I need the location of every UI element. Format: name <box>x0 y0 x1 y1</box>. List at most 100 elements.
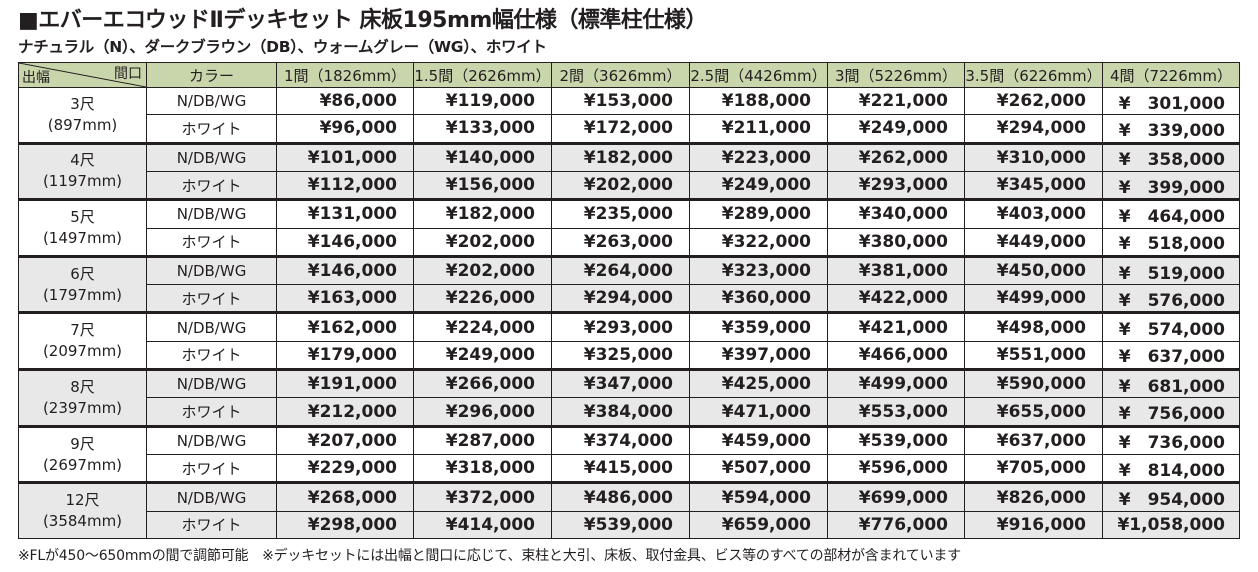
price-cell: ¥323,000 <box>689 254 828 286</box>
price-cell: ¥499,000 <box>827 368 965 399</box>
depth-cell: 7尺 (2097mm) <box>18 311 147 371</box>
price-cell: ¥101,000 <box>276 141 414 172</box>
price-cell: ¥ 954,000 <box>1102 481 1240 512</box>
corner-header-cell: 間口 出幅 <box>18 62 147 88</box>
price-cell: ¥262,000 <box>827 141 965 172</box>
table-row: 6尺 (1797mm) N/DB/WG ¥146,000 ¥202,000 ¥264,00… <box>18 254 1240 314</box>
depth-cell: 5尺 (1497mm) <box>18 198 147 257</box>
price-cell: ¥ 637,000 <box>1102 340 1240 371</box>
price-cell: ¥211,000 <box>689 114 828 144</box>
price-cell: ¥499,000 <box>964 284 1103 314</box>
table-row: ホワイト ¥179,000 ¥249,000 ¥325,000 ¥397,000 ¥466… <box>19 340 1240 371</box>
color-cell: N/DB/WG <box>146 86 277 116</box>
table-row: ホワイト ¥112,000 ¥156,000 ¥202,000 ¥249,000 ¥293… <box>19 170 1240 201</box>
color-cell: N/DB/WG <box>146 198 277 229</box>
header-row: 間口 出幅 カラー 1間（1826mm） 1.5間（2626mm） 2間（362… <box>18 62 1240 88</box>
price-cell: ¥263,000 <box>551 227 690 257</box>
price-cell: ¥ 464,000 <box>1102 198 1240 229</box>
price-cell: ¥293,000 <box>551 311 690 342</box>
depth-mm: (2397mm) <box>42 398 123 417</box>
price-cell: ¥ 339,000 <box>1102 114 1240 144</box>
price-cell: ¥345,000 <box>964 170 1103 201</box>
depth-shaku: 9尺 <box>70 434 95 453</box>
price-cell: ¥140,000 <box>413 141 552 172</box>
table-row: ホワイト ¥298,000 ¥414,000 ¥539,000 ¥659,000 ¥776… <box>19 510 1240 540</box>
price-cell: ¥449,000 <box>964 227 1103 257</box>
table-row: ホワイト ¥146,000 ¥202,000 ¥263,000 ¥322,000 ¥380… <box>19 227 1240 257</box>
price-cell: ¥384,000 <box>551 397 690 427</box>
price-cell: ¥ 358,000 <box>1102 141 1240 172</box>
price-cell: ¥293,000 <box>827 170 965 201</box>
price-cell: ¥266,000 <box>413 368 552 399</box>
color-cell: N/DB/WG <box>146 481 277 512</box>
price-cell: ¥414,000 <box>413 510 552 540</box>
price-cell: ¥596,000 <box>827 454 965 484</box>
price-cell: ¥486,000 <box>551 481 690 512</box>
column-header: 4間（7226mm） <box>1102 62 1240 88</box>
table-row: ホワイト ¥96,000 ¥133,000 ¥172,000 ¥211,000 ¥249,… <box>19 114 1240 144</box>
depth-cell: 8尺 (2397mm) <box>18 368 147 427</box>
price-cell: ¥ 399,000 <box>1102 170 1240 201</box>
color-cell: ホワイト <box>146 454 277 484</box>
depth-label: 出幅 <box>22 70 50 86</box>
price-cell: ¥ 518,000 <box>1102 227 1240 257</box>
price-cell: ¥202,000 <box>551 170 690 201</box>
price-cell: ¥ 301,000 <box>1102 86 1240 116</box>
price-cell: ¥415,000 <box>551 454 690 484</box>
price-cell: ¥264,000 <box>551 254 690 286</box>
price-cell: ¥ 681,000 <box>1102 368 1240 399</box>
price-cell: ¥1,058,000 <box>1102 510 1240 540</box>
table-row: 5尺 (1497mm) N/DB/WG ¥131,000 ¥182,000 ¥235,00… <box>18 198 1240 257</box>
color-cell: ホワイト <box>146 510 277 540</box>
depth-shaku: 7尺 <box>70 321 95 340</box>
depth-mm: (2697mm) <box>42 455 123 474</box>
price-cell: ¥162,000 <box>276 311 414 342</box>
price-cell: ¥229,000 <box>276 454 414 484</box>
price-cell: ¥146,000 <box>276 254 414 286</box>
price-cell: ¥287,000 <box>413 424 552 456</box>
price-cell: ¥172,000 <box>551 114 690 144</box>
table-row: 3尺 (897mm) N/DB/WG ¥86,000 ¥119,000 ¥153,000 ¥… <box>18 86 1240 144</box>
price-cell: ¥659,000 <box>689 510 828 540</box>
depth-mm: (1497mm) <box>42 229 123 248</box>
price-cell: ¥133,000 <box>413 114 552 144</box>
price-cell: ¥86,000 <box>276 86 414 116</box>
depth-cell: 4尺 (1197mm) <box>18 141 147 201</box>
price-cell: ¥655,000 <box>964 397 1103 427</box>
price-cell: ¥221,000 <box>827 86 965 116</box>
price-cell: ¥289,000 <box>689 198 828 229</box>
color-cell: ホワイト <box>146 284 277 314</box>
depth-mm: (1197mm) <box>42 172 123 191</box>
price-cell: ¥359,000 <box>689 311 828 342</box>
color-cell: N/DB/WG <box>146 311 277 342</box>
price-cell: ¥471,000 <box>689 397 828 427</box>
depth-cell: 3尺 (897mm) <box>18 87 147 144</box>
price-cell: ¥156,000 <box>413 170 552 201</box>
depth-shaku: 5尺 <box>70 208 95 227</box>
price-cell: ¥826,000 <box>964 481 1103 512</box>
price-cell: ¥262,000 <box>964 86 1103 116</box>
price-cell: ¥450,000 <box>964 254 1103 286</box>
price-cell: ¥397,000 <box>689 340 828 371</box>
price-cell: ¥553,000 <box>827 397 965 427</box>
price-cell: ¥318,000 <box>413 454 552 484</box>
price-cell: ¥191,000 <box>276 368 414 399</box>
color-cell: ホワイト <box>146 397 277 427</box>
table-row: 8尺 (2397mm) N/DB/WG ¥191,000 ¥266,000 ¥347,00… <box>18 368 1240 427</box>
price-table-body: 3尺 (897mm) N/DB/WG ¥86,000 ¥119,000 ¥153,000 ¥… <box>18 86 1240 540</box>
depth-mm: (1797mm) <box>42 285 123 304</box>
price-cell: ¥590,000 <box>964 368 1103 399</box>
table-row: 12尺 (3584mm) N/DB/WG ¥268,000 ¥372,000 ¥486,0… <box>18 481 1240 539</box>
price-cell: ¥119,000 <box>413 86 552 116</box>
corner-diagonal-line <box>19 63 146 87</box>
table-row: 7尺 (2097mm) N/DB/WG ¥162,000 ¥224,000 ¥293,00… <box>18 311 1240 371</box>
column-header: 2.5間（4426mm） <box>689 62 828 88</box>
price-cell: ¥207,000 <box>276 424 414 456</box>
price-cell: ¥372,000 <box>413 481 552 512</box>
price-cell: ¥163,000 <box>276 284 414 314</box>
price-cell: ¥422,000 <box>827 284 965 314</box>
price-cell: ¥249,000 <box>827 114 965 144</box>
price-cell: ¥507,000 <box>689 454 828 484</box>
price-cell: ¥202,000 <box>413 254 552 286</box>
price-cell: ¥637,000 <box>964 424 1103 456</box>
